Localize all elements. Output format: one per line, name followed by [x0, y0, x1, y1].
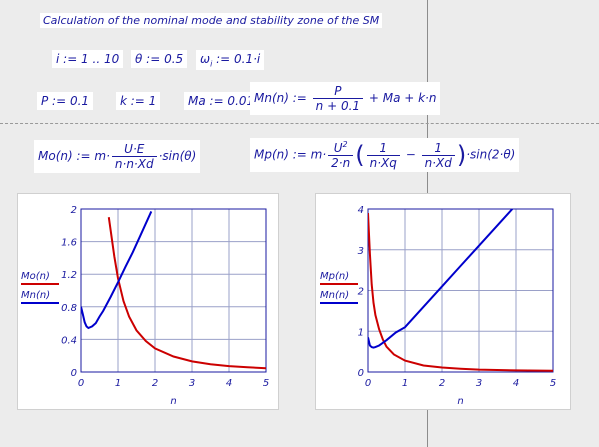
y-tick-label: 3: [358, 246, 364, 257]
plot-mo-mn-svg: 0 1 2 3 4 5 0 0.4 0.8 1.2 1.6 2 n Mo(n) Mn(n): [21, 205, 269, 407]
mp-f2-denominator: n·Xd: [424, 155, 452, 170]
y-tick-label: 2: [358, 287, 364, 298]
mp-fraction-2: 1 n·Xd: [421, 141, 455, 170]
y-tick-label: 0.8: [61, 303, 77, 314]
mp-f2-numerator: 1: [421, 141, 455, 156]
x-tick-label: 5: [263, 378, 269, 389]
mp-numerator-exponent: 2: [342, 140, 348, 149]
worksheet-title[interactable]: Calculation of the nominal mode and stab…: [40, 13, 383, 28]
plot-mo-mn[interactable]: 0 1 2 3 4 5 0 0.4 0.8 1.2 1.6 2 n Mo(n) Mn(n): [17, 193, 279, 410]
mn-denominator: n + 0.1: [315, 99, 361, 113]
x-tick-label: 3: [476, 378, 482, 389]
ma-definition[interactable]: Ma := 0.01: [184, 92, 259, 110]
mp-function-definition[interactable]: Mp(n) := m· U2 2·n(1 n·Xq − 1 n·Xd)·sin(2·θ): [250, 138, 520, 172]
legend-bottom-label: Mn(n): [320, 290, 349, 301]
mp-fraction-1: 1 n·Xq: [366, 141, 400, 170]
page-break-line: [0, 123, 599, 124]
y-tick-label: 1: [358, 327, 364, 338]
mp-minus: −: [401, 147, 420, 162]
mo-lhs: Mo(n) := m·: [38, 149, 110, 163]
legend-top-label: Mo(n): [21, 271, 50, 282]
omega-symbol: ω: [200, 52, 211, 66]
plot-frame: [80, 208, 267, 373]
mo-function-definition[interactable]: Mo(n) := m· U·E n·n·Xd ·sin(θ): [34, 140, 201, 173]
mp-numerator: U2: [328, 140, 354, 156]
y-tick-label: 0.4: [61, 335, 77, 346]
x-tick-label: 1: [115, 378, 121, 389]
x-tick-label: 1: [402, 378, 408, 389]
mp-rest: ·sin(2·θ): [466, 147, 516, 162]
mo-numerator: U·E: [111, 142, 157, 157]
theta-definition[interactable]: θ := 0.5: [131, 50, 188, 68]
mp-f1-denominator: n·Xq: [369, 155, 397, 170]
x-tick-label: 2: [152, 378, 158, 389]
y-tick-label: 2: [71, 205, 77, 216]
x-tick-label: 2: [439, 378, 445, 389]
range-i-definition[interactable]: i := 1 .. 10: [52, 50, 124, 68]
k-definition[interactable]: k := 1: [116, 92, 161, 110]
legend-bottom-label: Mn(n): [21, 290, 50, 301]
mp-close-paren: ): [456, 141, 467, 169]
y-tick-label: 0: [71, 368, 77, 379]
x-tick-label: 4: [226, 378, 232, 389]
mp-denominator: 2·n: [331, 156, 351, 170]
x-axis-label: n: [457, 396, 463, 407]
omega-rhs: := 0.1·i: [212, 52, 261, 66]
x-tick-label: 0: [78, 378, 84, 389]
series-line-mpn: [368, 213, 553, 372]
mn-numerator: P: [312, 84, 364, 99]
plot-mp-mn-svg: 0 1 2 3 4 5 0 1 2 3 4 n Mp(n) Mn(n): [320, 205, 556, 407]
y-tick-label: 1.6: [61, 238, 77, 249]
mo-rest: ·sin(θ): [158, 149, 197, 163]
x-tick-label: 0: [365, 378, 371, 389]
plot-mp-mn[interactable]: 0 1 2 3 4 5 0 1 2 3 4 n Mp(n) Mn(n): [315, 193, 571, 410]
mn-lhs: Mn(n) :=: [254, 91, 311, 105]
mp-f1-numerator: 1: [366, 141, 400, 156]
x-tick-label: 3: [189, 378, 195, 389]
y-tick-label: 1.2: [61, 270, 77, 281]
series-line-mnn: [81, 210, 153, 330]
p-definition[interactable]: P := 0.1: [37, 92, 94, 110]
series-line-mon: [107, 217, 266, 370]
x-axis-label: n: [170, 396, 176, 407]
mp-open-paren: (: [355, 141, 365, 169]
omega-definition[interactable]: ωi := 0.1·i: [196, 50, 265, 71]
series-line-mnn: [368, 209, 514, 349]
mo-fraction: U·E n·n·Xd: [111, 142, 157, 171]
y-tick-label: 4: [358, 205, 364, 216]
y-tick-label: 0: [358, 368, 364, 379]
mo-denominator: n·n·Xd: [114, 157, 154, 171]
plot-frame: [367, 208, 554, 373]
x-tick-label: 5: [550, 378, 556, 389]
mn-rest: + Ma + k·n: [365, 91, 437, 105]
mp-numerator-base: U: [333, 141, 343, 155]
legend-top-label: Mp(n): [320, 271, 349, 282]
mp-fraction: U2 2·n: [328, 140, 354, 170]
mp-lhs: Mp(n) := m·: [254, 147, 327, 162]
x-tick-label: 4: [513, 378, 519, 389]
omega-subscript: i: [210, 59, 213, 69]
